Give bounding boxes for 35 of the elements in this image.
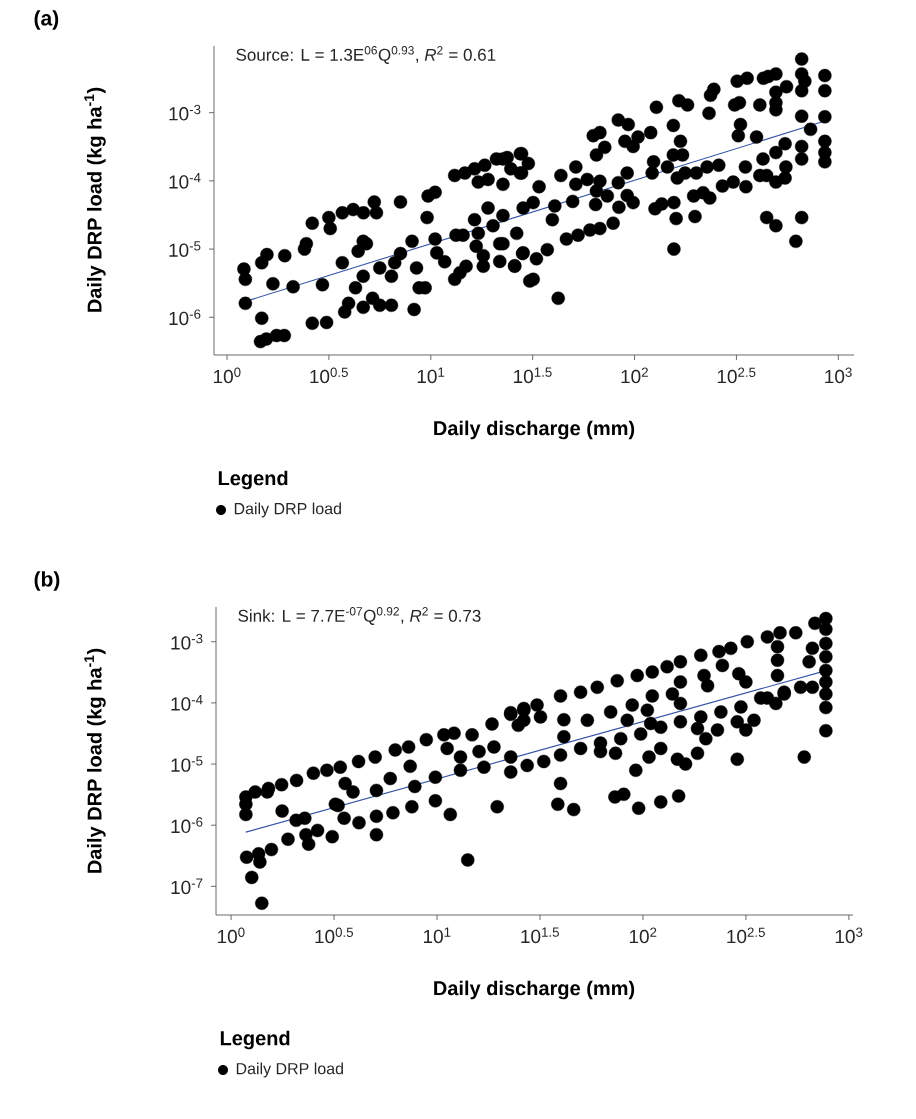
y-tick-label: 10$^{-6}$: [171, 817, 203, 834]
x-tick-label: 10$^{2}$: [621, 367, 648, 384]
y-tick-label: 10$^{-3}$: [171, 633, 203, 650]
x-tick-label: 10$^{1}$: [423, 927, 451, 944]
y-tick-label: 10$^{-5}$: [169, 241, 201, 257]
x-axis-title: Daily discharge (mm): [434, 980, 635, 1000]
legend-label: Daily DRP load: [236, 1062, 343, 1078]
legend-label: Daily DRP load: [234, 502, 341, 518]
x-tick-label: 10$^{3}$: [825, 367, 852, 384]
x-tick-label: 10$^{1}$: [417, 367, 445, 384]
x-tick-label: 10$^{2}$: [629, 927, 657, 944]
y-tick-label: 10$^{-7}$: [171, 878, 203, 895]
y-tick-label: 10$^{-4}$: [169, 173, 201, 189]
x-tick-label: 10$^{0}$: [218, 927, 245, 944]
legend-title: Legend: [220, 1030, 290, 1050]
annotation: Source: L = 1.3E$^{06}$Q$^{0.93}$, R$^{2}$ = 0.61: [236, 46, 496, 64]
x-tick-label: 10$^{0.5}$: [315, 927, 354, 944]
chart-title: (a): [34, 10, 59, 30]
y-tick-label: 10$^{-6}$: [169, 309, 201, 326]
x-tick-label: 10$^{0.5}$: [310, 367, 348, 384]
x-tick-label: 10$^{2.5}$: [717, 367, 756, 384]
x-tick-label: 10$^{0}$: [213, 367, 241, 384]
y-tick-label: 10$^{-4}$: [171, 695, 203, 711]
y-tick-label: 10$^{-5}$: [171, 756, 203, 772]
text: (b): [34, 571, 60, 591]
x-axis-title: Daily discharge (mm): [434, 420, 635, 440]
y-tick-label: 10$^{-3}$: [169, 104, 201, 121]
y-axis-title: Daily DRP load (kg ha$^{-1}$): [84, 648, 106, 873]
x-tick-label: 10$^{2.5}$: [727, 927, 765, 944]
x-tick-label: 10$^{3}$: [835, 927, 863, 944]
legend-title: Legend: [218, 470, 288, 490]
x-tick-label: 10$^{1.5}$: [521, 927, 559, 944]
y-axis-title: Daily DRP load (kg ha$^{-1}$): [84, 87, 106, 312]
x-tick-label: 10$^{1.5}$: [514, 367, 552, 384]
annotation: Sink: L = 7.7E$^{-07}$Q$^{0.92}$, R$^{2}$ = 0.73: [238, 607, 481, 625]
